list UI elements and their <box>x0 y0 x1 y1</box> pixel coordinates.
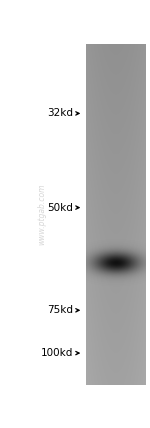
Text: 50kd: 50kd <box>47 202 73 213</box>
Text: www.ptgab.com: www.ptgab.com <box>38 183 46 245</box>
Text: 100kd: 100kd <box>40 348 73 358</box>
Text: 75kd: 75kd <box>47 305 73 315</box>
Text: 32kd: 32kd <box>47 108 73 119</box>
